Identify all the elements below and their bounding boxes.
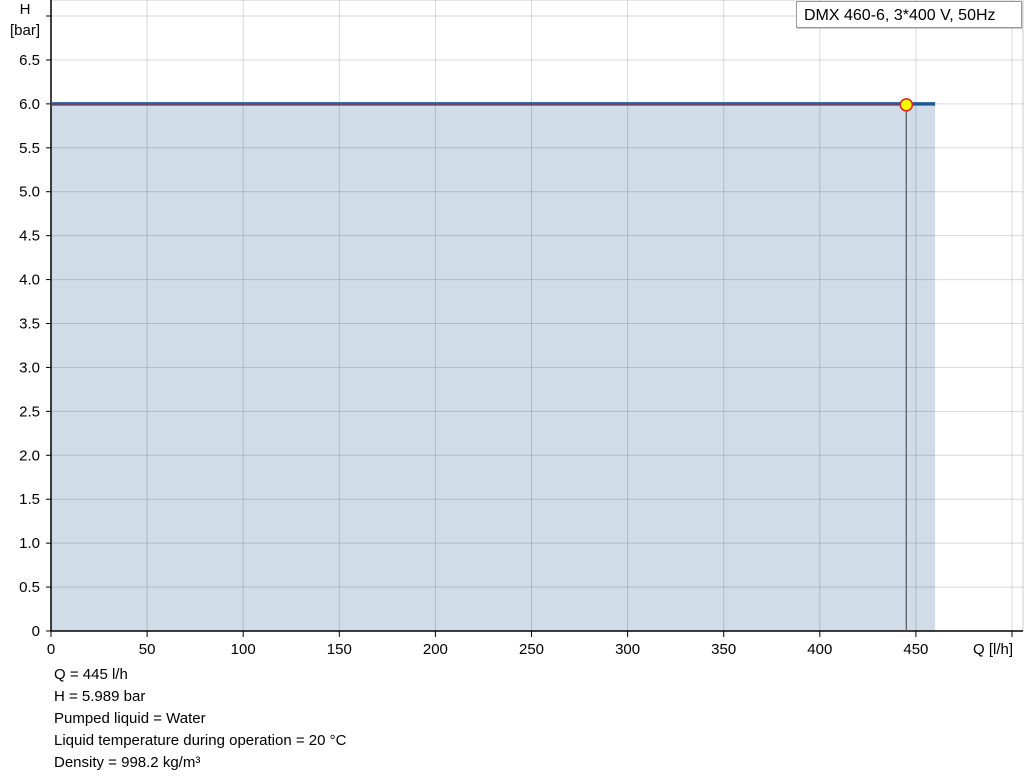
y-tick-label: 2.0 bbox=[19, 447, 40, 464]
y-tick-label: 3.5 bbox=[19, 316, 40, 333]
x-tick-label: 250 bbox=[519, 641, 544, 658]
y-tick-label: 1.0 bbox=[19, 535, 40, 552]
y-tick-label: 2.5 bbox=[19, 403, 40, 420]
operating-point-marker bbox=[899, 98, 914, 112]
x-tick-label: 100 bbox=[231, 641, 256, 658]
operating-info: Q = 445 l/h H = 5.989 bar Pumped liquid … bbox=[54, 664, 346, 774]
info-liquid: Pumped liquid = Water bbox=[54, 710, 206, 727]
info-head: H = 5.989 bar bbox=[54, 688, 146, 705]
pump-curve-chart: 0 50 100 150 200 250 300 350 400 450 0 0.5 1.0 1.5 2.0… bbox=[10, 0, 1024, 658]
x-tick-label: 0 bbox=[47, 641, 55, 658]
x-tick-label: 300 bbox=[615, 641, 640, 658]
y-tick-label: 5.5 bbox=[19, 140, 40, 157]
info-flow: Q = 445 l/h bbox=[54, 666, 128, 683]
chart-legend: DMX 460-6, 3*400 V, 50Hz bbox=[796, 1, 1022, 28]
y-tick-label: 6.0 bbox=[19, 96, 40, 113]
y-tick-label: 0 bbox=[32, 623, 40, 640]
curve-area-fill bbox=[51, 103, 936, 632]
y-tick-label: 1.5 bbox=[19, 491, 40, 508]
y-tick-label: 4.5 bbox=[19, 228, 40, 245]
x-tick-label: 450 bbox=[903, 641, 928, 658]
x-tick-label: 150 bbox=[327, 641, 352, 658]
y-tick-label: 6.5 bbox=[19, 52, 40, 69]
x-tick-label: 200 bbox=[423, 641, 448, 658]
y-axis-label: H bbox=[20, 1, 31, 18]
x-axis-label: Q [l/h] bbox=[973, 641, 1013, 658]
y-tick-label: 5.0 bbox=[19, 184, 40, 201]
info-temperature: Liquid temperature during operation = 20… bbox=[54, 732, 347, 749]
x-tick-label: 50 bbox=[139, 641, 156, 658]
x-tick-label: 350 bbox=[711, 641, 736, 658]
info-density: Density = 998.2 kg/m³ bbox=[54, 754, 201, 771]
y-tick-label: 0.5 bbox=[19, 579, 40, 596]
y-tick-label: 4.0 bbox=[19, 272, 40, 289]
y-tick-label: 3.0 bbox=[19, 359, 40, 376]
y-axis-unit: [bar] bbox=[10, 22, 40, 39]
x-tick-label: 400 bbox=[807, 641, 832, 658]
